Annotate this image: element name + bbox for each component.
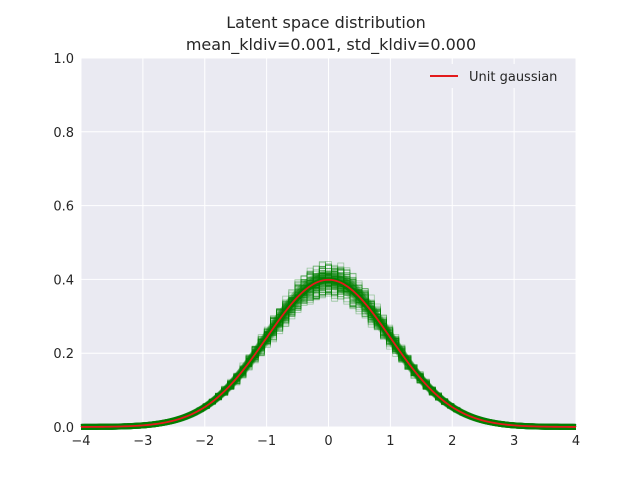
legend-label-unit-gaussian: Unit gaussian (469, 70, 557, 85)
x-tick-label: −2 (195, 434, 214, 449)
x-tick-label: 3 (510, 434, 518, 449)
histogram-14 (81, 269, 577, 428)
y-tick-label: 0.0 (53, 421, 74, 436)
chart-subtitle: mean_kldiv=0.001, std_kldiv=0.000 (186, 35, 476, 55)
y-tick-label: 0.2 (53, 347, 74, 362)
x-tick-label: −1 (257, 434, 276, 449)
grid (80, 57, 577, 428)
legend: Unit gaussian (422, 64, 570, 88)
tick-labels: −4 −3 −2 −1 0 1 2 3 4 0.0 0.2 0.4 0.6 0.8 1.0 (53, 52, 580, 449)
y-tick-label: 0.6 (53, 200, 74, 215)
line-layer (80, 278, 577, 428)
y-tick-label: 0.4 (53, 273, 74, 288)
x-tick-label: −3 (133, 434, 152, 449)
histogram-49 (80, 266, 577, 428)
y-tick-label: 0.8 (53, 126, 74, 141)
chart-title: Latent space distribution (226, 13, 426, 32)
x-tick-label: −4 (71, 434, 90, 449)
x-tick-label: 4 (572, 434, 580, 449)
x-tick-label: 2 (448, 434, 456, 449)
x-tick-label: 1 (386, 434, 394, 449)
y-tick-label: 1.0 (53, 52, 74, 67)
x-tick-label: 0 (324, 434, 332, 449)
series-line-0 (80, 278, 577, 428)
